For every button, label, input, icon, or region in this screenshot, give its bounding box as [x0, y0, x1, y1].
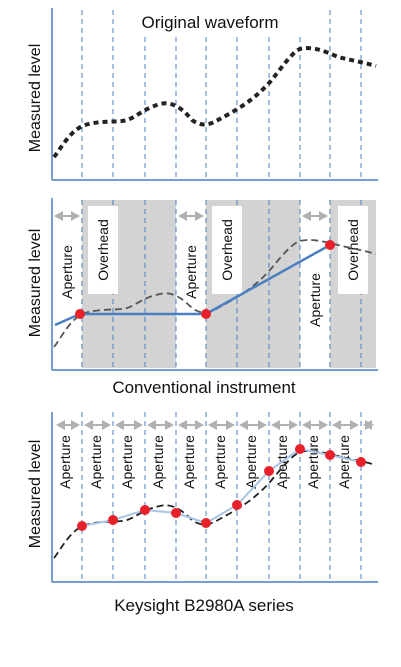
aperture-label-keysight-7: Aperture — [243, 435, 259, 489]
aperture-label-keysight-10: Aperture — [336, 435, 352, 489]
panel1-title: Original waveform — [142, 13, 279, 32]
aperture-label-conv-1: Aperture — [59, 245, 75, 299]
panel-conventional: Measured level Overhead Overhead Overhea… — [27, 198, 378, 397]
panel3-sample-dots — [77, 444, 366, 531]
aperture-label-keysight-5: Aperture — [181, 435, 197, 489]
panel3-sample-dot-8 — [295, 444, 305, 454]
aperture-label-keysight-2: Aperture — [88, 435, 104, 489]
panel3-caption: Keysight B2980A series — [114, 596, 294, 615]
panel3-arrow-8 — [271, 420, 298, 430]
panel3-sample-dot-9 — [325, 450, 335, 460]
panel3-sample-dot-6 — [232, 500, 242, 510]
panel3-sample-dot-4 — [171, 508, 181, 518]
panel3-y-label: Measured level — [27, 440, 44, 549]
panel2-arrow-3 — [302, 211, 328, 221]
panel1-grid — [81, 10, 362, 180]
panel3-arrow-10 — [332, 420, 359, 430]
overhead-label-2: Overhead — [219, 219, 235, 280]
panel3-arrow-2 — [84, 420, 111, 430]
overhead-label-3: Overhead — [345, 219, 361, 280]
overhead-label-1: Overhead — [95, 219, 111, 280]
panel3-sample-dot-7 — [264, 466, 274, 476]
overhead-label-bg-1 — [88, 206, 118, 294]
overhead-label-bg-3 — [338, 206, 368, 294]
panel2-sample-dot-1 — [75, 309, 85, 319]
panel3-sample-dot-1 — [77, 521, 87, 531]
panel2-arrow-1 — [54, 211, 80, 221]
panel3-timing-arrows — [56, 420, 374, 430]
panel1-title-bg — [118, 8, 302, 34]
panel3-arrow-5 — [178, 420, 204, 430]
aperture-label-conv-3: Aperture — [307, 273, 323, 327]
panel-keysight: Aperture Aperture Aperture Aperture Aperture… — [27, 412, 378, 615]
panel3-arrow-7 — [239, 420, 267, 430]
panel3-sampled-line — [81, 447, 362, 527]
panel2-arrow-2 — [178, 211, 204, 221]
panel3-aperture-labels: Aperture Aperture Aperture Aperture Aperture… — [57, 435, 352, 489]
aperture-label-keysight-6: Aperture — [212, 435, 228, 489]
panel3-sample-dot-10 — [356, 457, 366, 467]
panel3-grid — [81, 412, 362, 582]
panel2-timing-arrows — [54, 211, 328, 221]
panel3-arrow-4 — [147, 420, 174, 430]
panel-original-waveform: Original waveform Measured level — [27, 8, 378, 181]
panel1-y-label: Measured level — [27, 44, 44, 153]
panel2-sample-dot-3 — [325, 240, 335, 250]
panel3-sample-dot-5 — [201, 518, 211, 528]
panel2-y-label: Measured level — [27, 229, 44, 338]
aperture-label-keysight-1: Aperture — [57, 435, 73, 489]
panel2-sampled-line — [54, 243, 331, 327]
aperture-label-keysight-4: Aperture — [150, 435, 166, 489]
panel3-sample-dot-3 — [140, 505, 150, 515]
panel3-arrow-3 — [115, 420, 143, 430]
panel3-arrow-6 — [208, 420, 235, 430]
panel3-sample-dot-2 — [108, 515, 118, 525]
overhead-label-bg-2 — [212, 206, 242, 294]
panel3-arrow-1 — [56, 420, 80, 430]
aperture-label-conv-2: Aperture — [183, 245, 199, 299]
panel3-arrow-11 — [363, 420, 374, 430]
panel2-sample-dot-2 — [201, 309, 211, 319]
aperture-label-keysight-9: Aperture — [305, 435, 321, 489]
panel1-waveform — [52, 46, 377, 159]
aperture-label-keysight-3: Aperture — [119, 435, 135, 489]
panel3-arrow-9 — [302, 420, 328, 430]
panel2-caption: Conventional instrument — [112, 378, 296, 397]
